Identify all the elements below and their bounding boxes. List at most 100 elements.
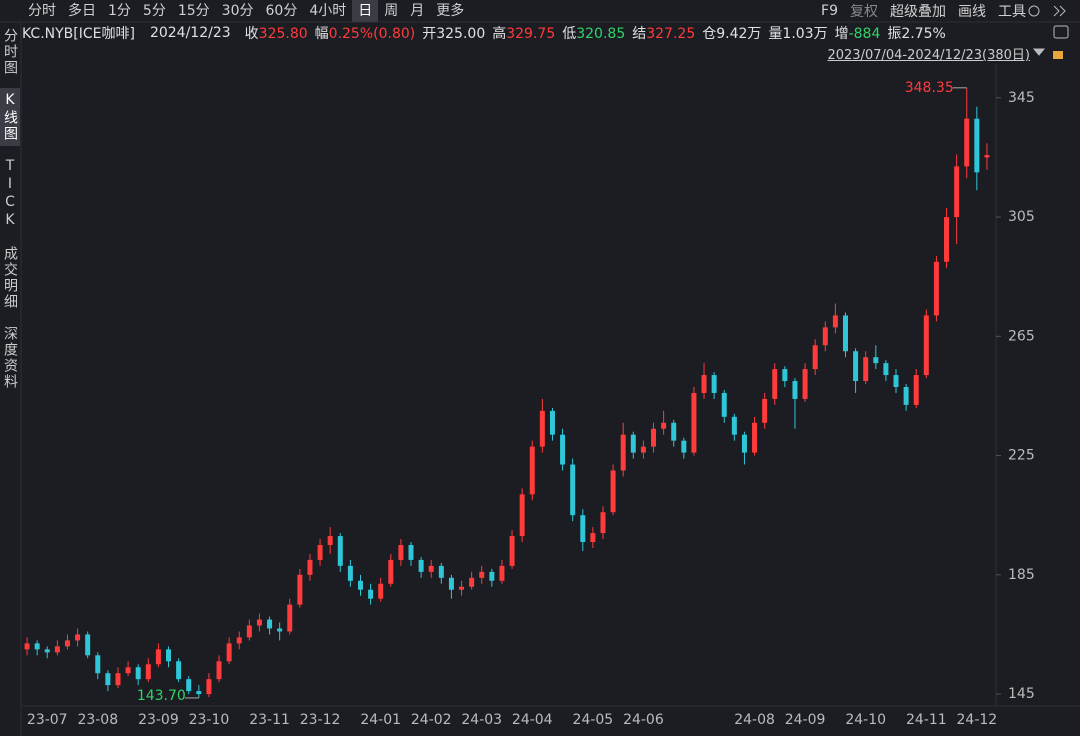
period-tab[interactable]: 5分	[142, 3, 166, 19]
field-value: 0.25%(0.80)	[328, 26, 416, 42]
candle-body	[711, 375, 717, 393]
candle-body	[822, 327, 828, 346]
candle-body	[549, 410, 555, 435]
info-bar: KC.NYB[ICE咖啡] 2024/12/23 收325.80 幅0.25%(0…	[22, 22, 953, 44]
candle-body	[640, 446, 646, 453]
candle-body	[792, 381, 798, 399]
candle-body	[357, 580, 363, 590]
candle-body	[398, 545, 404, 560]
candle-body	[378, 583, 384, 599]
candle-body	[802, 369, 808, 399]
candle-body	[75, 634, 81, 641]
tool-button[interactable]: 画线	[958, 4, 986, 20]
tool-button[interactable]: 超级叠加	[890, 4, 946, 20]
toolbar: 分时 多日 1分 5分 15分 30分 60分 4小时日周月更多	[22, 0, 470, 22]
x-tick-label: 24-11	[906, 712, 947, 728]
side-tab[interactable]: K线图	[0, 88, 20, 146]
candle-body	[155, 649, 161, 665]
candle-body	[873, 357, 879, 364]
tools: F9 复权 超级叠加 画线 工具	[815, 0, 1032, 22]
info-field: 收325.80	[245, 23, 308, 43]
candle-body	[681, 440, 687, 453]
candle-body	[661, 422, 667, 429]
candle-body	[691, 392, 697, 453]
candle-body	[428, 565, 434, 572]
period-tab[interactable]: 日	[352, 0, 379, 22]
side-tab[interactable]: 深度资料	[2, 326, 18, 390]
candle-body	[135, 667, 141, 680]
period-tab[interactable]: 4小时	[309, 3, 347, 19]
x-tick-label: 24-09	[785, 712, 826, 728]
candle-body	[44, 649, 50, 653]
period-tab[interactable]: 多日	[68, 3, 96, 19]
info-field: 开325.00	[422, 23, 485, 43]
field-value: 327.25	[646, 26, 696, 42]
candle-body	[145, 664, 151, 680]
side-tab[interactable]: 分时图	[2, 28, 18, 76]
candle-body	[741, 434, 747, 453]
candle-body	[519, 494, 525, 537]
candle-body	[368, 589, 374, 599]
date-range[interactable]: 2023/07/04-2024/12/23(380日)	[827, 48, 1030, 63]
y-tick-label: 225	[1008, 448, 1035, 464]
candle-body	[620, 434, 626, 471]
x-tick-label: 23-12	[300, 712, 341, 728]
candle-body	[529, 446, 535, 495]
info-field: 幅0.25%(0.80)	[315, 23, 416, 43]
candle-body	[469, 577, 475, 587]
field-value: 329.75	[506, 26, 556, 42]
candle-body	[317, 545, 323, 560]
candle-body	[125, 667, 131, 674]
field-label: 开	[422, 26, 437, 42]
period-tab[interactable]: 分时	[28, 3, 56, 19]
candle-body	[923, 315, 929, 376]
period-tab[interactable]: 60分	[265, 3, 298, 19]
candle-body	[206, 679, 212, 695]
candle-body	[731, 416, 737, 435]
candle-body	[307, 559, 313, 575]
period-tab[interactable]: 15分	[177, 3, 210, 19]
gear-icon[interactable]	[1028, 5, 1040, 17]
x-tick-label: 24-10	[845, 712, 886, 728]
candle-body	[388, 559, 394, 584]
tool-button[interactable]: 工具	[998, 4, 1026, 20]
side-tab[interactable]: TICK	[2, 158, 18, 230]
tool-button[interactable]: F9	[821, 3, 838, 19]
candle-body	[267, 619, 273, 629]
candle-body	[883, 363, 889, 376]
candle-body	[832, 315, 838, 328]
more-icon[interactable]	[1053, 5, 1066, 17]
candle-body	[166, 649, 172, 662]
candle-body	[438, 565, 444, 578]
candle-body	[337, 536, 343, 566]
candle-body	[24, 643, 30, 650]
candle-body	[85, 634, 91, 656]
candle-body	[277, 628, 283, 632]
info-field: 仓9.42万	[702, 23, 761, 43]
candle-body	[893, 375, 899, 387]
x-tick-label: 24-03	[461, 712, 502, 728]
info-field: 结327.25	[632, 23, 695, 43]
x-tick-label: 23-09	[138, 712, 179, 728]
lock-icon[interactable]	[1053, 51, 1063, 59]
candle-body	[105, 673, 111, 686]
x-tick-label: 24-04	[512, 712, 553, 728]
candle-body	[34, 643, 40, 650]
period-tab[interactable]: 更多	[436, 3, 465, 19]
period-tab[interactable]: 1分	[108, 3, 131, 19]
side-tab[interactable]: 成交明细	[2, 246, 18, 310]
x-tick-label: 23-08	[77, 712, 118, 728]
period-tab[interactable]: 周	[384, 3, 399, 19]
annotation-label: 143.70	[137, 688, 186, 704]
period-tab[interactable]: 月	[410, 3, 425, 19]
dropdown-icon[interactable]	[1032, 48, 1046, 56]
candle-body	[863, 357, 869, 382]
wp-icon[interactable]	[1053, 25, 1069, 39]
period-tab[interactable]: 30分	[221, 3, 254, 19]
candle-body	[64, 640, 70, 647]
tool-button[interactable]: 复权	[850, 4, 878, 20]
candle-body	[762, 398, 768, 423]
candle-body	[600, 512, 606, 534]
candle-body	[236, 637, 242, 644]
